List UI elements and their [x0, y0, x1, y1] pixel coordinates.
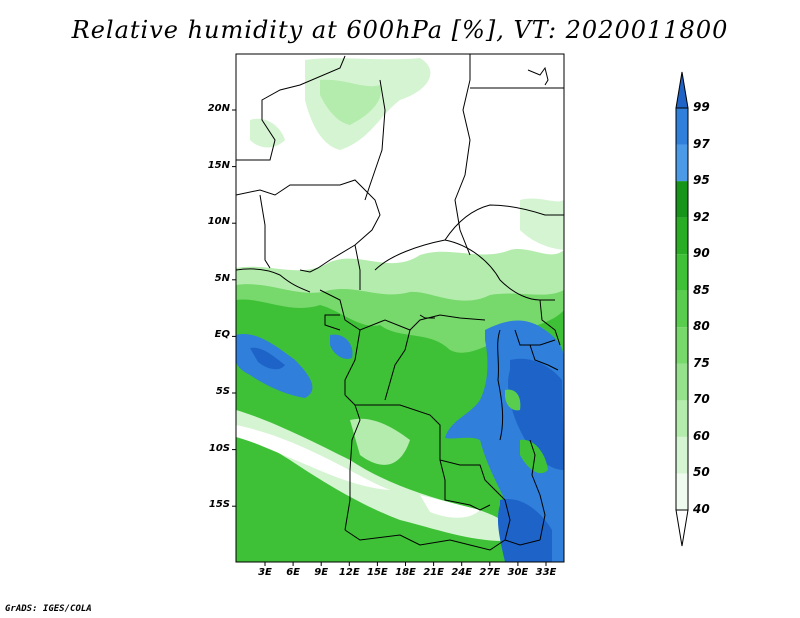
colorbar-level-label: 92: [693, 209, 710, 224]
colorbar-underflow-triangle: [675, 509, 689, 547]
rh-blue-east-core: [508, 358, 564, 470]
colorbar-box: [676, 144, 688, 182]
rh-blue-gabon: [330, 334, 353, 359]
rh-north-patch-3: [250, 118, 285, 148]
lat-tick-label: 10N: [207, 216, 230, 228]
lat-tick-label: 5S: [215, 386, 230, 397]
colorbar-level-label: 70: [693, 392, 710, 407]
lon-tick-marks: [264, 562, 547, 566]
rh-green-inlay: [520, 439, 548, 474]
colorbar-level-label: 97: [693, 136, 710, 151]
rh-dry-core: [236, 425, 390, 490]
lat-tick-label: 15N: [207, 159, 230, 171]
lon-tick-label: 33E: [535, 567, 557, 578]
lat-tick-marks: [232, 109, 236, 507]
rh-blue-west-2: [250, 347, 285, 370]
country-borders: [236, 54, 564, 551]
colorbar-level-label: 60: [693, 428, 710, 443]
lat-tick-label: 15S: [208, 499, 230, 511]
lon-tick-label: 15E: [367, 567, 388, 578]
chart-title: Relative humidity at 600hPa [%], VT: 202…: [71, 16, 729, 44]
colorbar-level-label: 99: [693, 100, 710, 114]
colorbar-level-label: 85: [693, 282, 710, 297]
colorbar-box: [676, 217, 688, 255]
rh-region-85: [236, 299, 564, 562]
colorbar-box: [676, 363, 688, 401]
colorbar-box: [676, 108, 688, 145]
colorbar-box: [676, 181, 688, 218]
rh-dry-west: [350, 418, 410, 465]
lon-tick-label: 12E: [338, 567, 360, 578]
rh-dry-core-2: [420, 495, 480, 518]
map-frame: [235, 53, 565, 563]
colorbar-box: [676, 473, 688, 510]
colorbar-level-label: 80: [693, 319, 710, 334]
colorbar-box: [676, 290, 688, 328]
humidity-field: [236, 54, 564, 562]
colorbar-box: [676, 436, 688, 474]
lon-tick-label: 9E: [314, 567, 329, 578]
lat-tick-label: 5N: [214, 272, 230, 284]
lon-tick-label: 24E: [451, 567, 473, 578]
colorbar-level-label: 40: [693, 502, 710, 516]
colorbar-box: [676, 400, 688, 437]
rh-blue-south: [497, 499, 552, 562]
colorbar-box: [676, 327, 688, 364]
rh-east-patch: [520, 198, 564, 250]
rh-north-patch-2: [320, 79, 381, 125]
lat-tick-label: 20N: [207, 103, 230, 114]
lon-tick-label: 6E: [286, 567, 300, 578]
lon-tick-label: 18E: [395, 567, 416, 578]
lat-tick-label: 10S: [208, 442, 230, 454]
colorbar-level-label: 95: [693, 173, 710, 188]
colorbar-level-label: 90: [693, 246, 710, 261]
colorbar: [675, 71, 689, 547]
colorbar-level-label: 50: [693, 465, 710, 480]
lon-tick-label: 3E: [258, 567, 272, 578]
colorbar-level-label: 75: [693, 355, 710, 370]
rh-green-inlay-2: [505, 389, 521, 411]
grads-credit: GrADS: IGES/COLA: [5, 604, 92, 614]
colorbar-overflow-triangle: [675, 71, 689, 109]
lon-tick-label: 30E: [507, 567, 529, 578]
lon-tick-label: 21E: [423, 567, 444, 578]
colorbar-box: [676, 254, 688, 291]
lon-tick-label: 27E: [479, 567, 501, 578]
colorbar-outline: [675, 107, 689, 511]
lat-tick-label: EQ: [214, 329, 230, 341]
